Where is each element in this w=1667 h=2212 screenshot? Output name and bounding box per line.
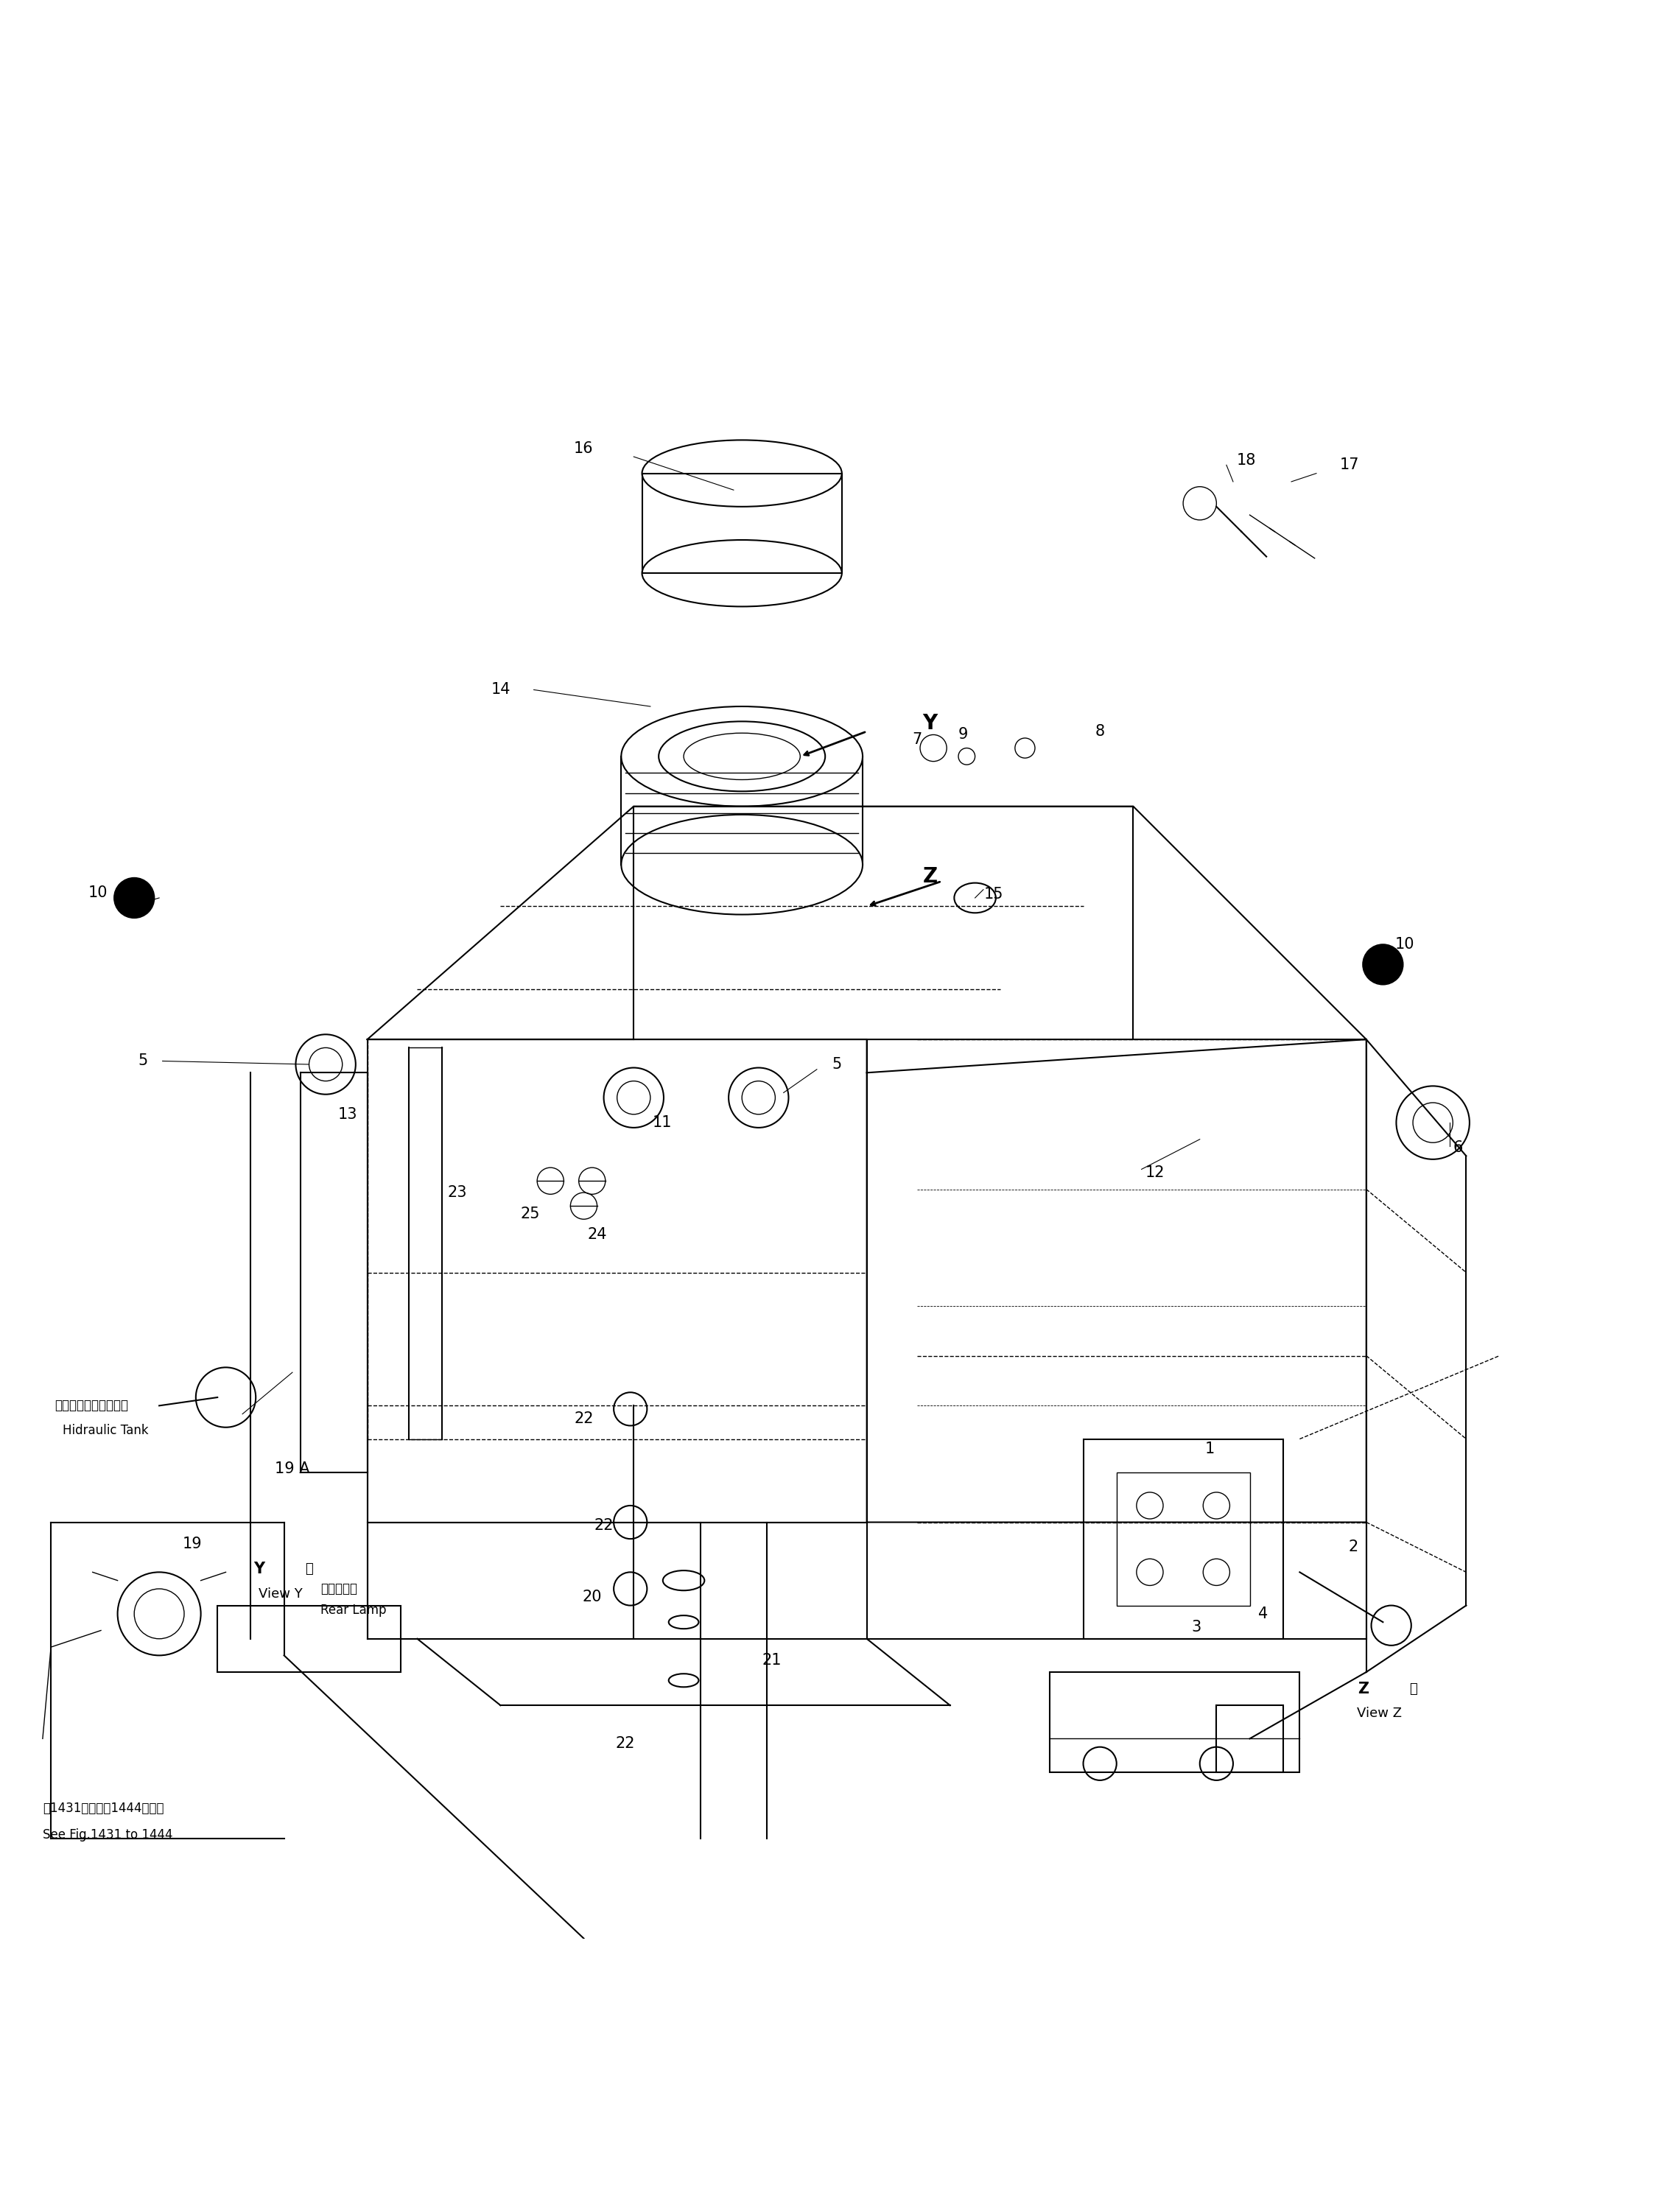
Text: 21: 21 bbox=[762, 1652, 782, 1668]
Text: 1: 1 bbox=[1205, 1442, 1215, 1455]
Text: 6: 6 bbox=[1454, 1139, 1462, 1155]
Text: 10: 10 bbox=[88, 885, 107, 900]
Text: View Z: View Z bbox=[1357, 1708, 1402, 1721]
Text: 5: 5 bbox=[138, 1053, 147, 1068]
Text: 25: 25 bbox=[520, 1208, 540, 1221]
Text: Y: Y bbox=[922, 712, 937, 734]
Text: Z: Z bbox=[922, 865, 937, 887]
Text: 14: 14 bbox=[490, 684, 510, 697]
Text: ハイドロリックタンク: ハイドロリックタンク bbox=[55, 1398, 128, 1411]
Text: 7: 7 bbox=[912, 732, 922, 748]
Text: 第1431図から第1444図参照: 第1431図から第1444図参照 bbox=[43, 1803, 163, 1816]
Text: 22: 22 bbox=[573, 1411, 593, 1427]
Text: 18: 18 bbox=[1237, 453, 1257, 467]
Text: 8: 8 bbox=[1095, 723, 1105, 739]
Bar bbox=[1050, 1672, 1300, 1772]
Text: Y: Y bbox=[253, 1562, 265, 1577]
Text: 2: 2 bbox=[1349, 1540, 1359, 1555]
Bar bbox=[1084, 1440, 1284, 1639]
Text: Z: Z bbox=[1357, 1681, 1369, 1697]
Text: リアランプ: リアランプ bbox=[320, 1582, 357, 1595]
Text: View Y: View Y bbox=[258, 1588, 303, 1601]
Text: 視: 視 bbox=[305, 1562, 313, 1575]
Text: 4: 4 bbox=[1259, 1606, 1269, 1621]
Text: 15: 15 bbox=[984, 887, 1004, 902]
Text: 22: 22 bbox=[615, 1736, 635, 1752]
Text: Rear Lamp: Rear Lamp bbox=[320, 1604, 387, 1617]
Text: 13: 13 bbox=[338, 1106, 357, 1121]
Text: 24: 24 bbox=[587, 1228, 607, 1241]
Text: 10: 10 bbox=[1395, 938, 1414, 951]
Text: 20: 20 bbox=[582, 1590, 602, 1604]
Text: 3: 3 bbox=[1192, 1619, 1202, 1635]
Text: 5: 5 bbox=[832, 1057, 842, 1073]
Bar bbox=[1117, 1473, 1250, 1606]
Text: 19 A: 19 A bbox=[275, 1462, 310, 1475]
Bar bbox=[642, 473, 842, 573]
Text: 11: 11 bbox=[652, 1115, 672, 1130]
Text: 12: 12 bbox=[1145, 1166, 1165, 1179]
Bar bbox=[217, 1606, 400, 1672]
Text: 16: 16 bbox=[573, 440, 593, 456]
Text: 9: 9 bbox=[959, 728, 969, 741]
Text: Hidraulic Tank: Hidraulic Tank bbox=[63, 1425, 148, 1438]
Text: 19: 19 bbox=[183, 1537, 202, 1551]
Text: 23: 23 bbox=[447, 1186, 467, 1199]
Text: 22: 22 bbox=[593, 1517, 613, 1533]
Circle shape bbox=[1364, 945, 1404, 984]
Bar bbox=[1217, 1705, 1284, 1772]
Text: See Fig.1431 to 1444: See Fig.1431 to 1444 bbox=[43, 1829, 173, 1843]
Circle shape bbox=[115, 878, 155, 918]
Text: 17: 17 bbox=[1340, 458, 1359, 473]
Text: 視: 視 bbox=[1409, 1681, 1417, 1694]
